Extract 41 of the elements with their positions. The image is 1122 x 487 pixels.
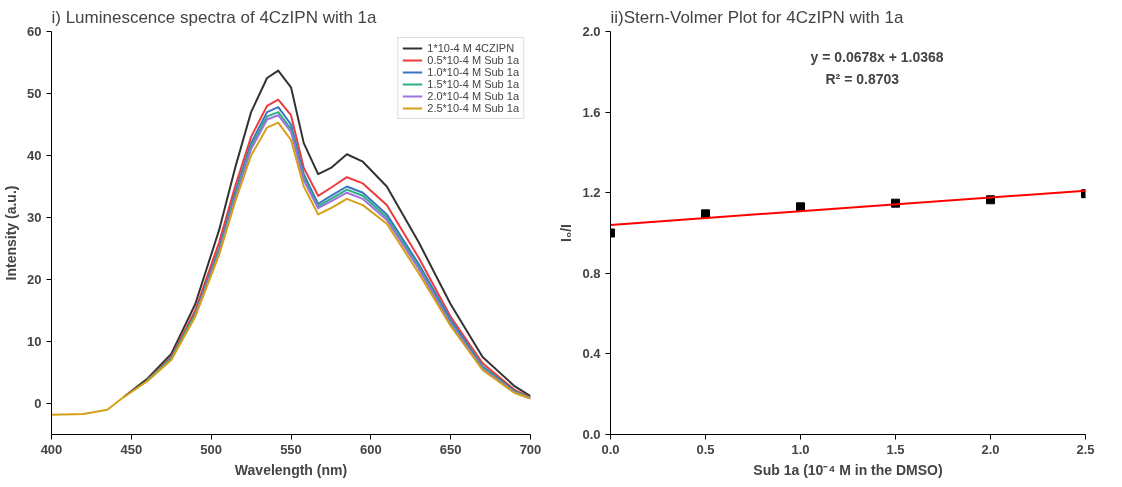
legend-label: 2.0*10-4 M Sub 1a bbox=[427, 90, 519, 102]
y-tick-label: 20 bbox=[27, 272, 42, 287]
legend-label: 1.5*10-4 M Sub 1a bbox=[427, 78, 519, 90]
annotation: y = 0.0678x + 1.0368 bbox=[810, 48, 944, 65]
x-tick-label: 0.5 bbox=[696, 441, 715, 457]
x-axis-title: Wavelength (nm) bbox=[234, 461, 348, 478]
chart-title: ii)Stern-Volmer Plot for 4CzIPN with 1a bbox=[610, 7, 904, 27]
y-tick-label: 2.0 bbox=[582, 24, 601, 39]
annotation: R² = 0.8703 bbox=[825, 70, 900, 87]
y-tick-label: 1.2 bbox=[582, 185, 601, 201]
legend-label: 1*10-4 M 4CZIPN bbox=[427, 42, 515, 54]
x-tick-label: 650 bbox=[439, 441, 462, 457]
y-tick-label: 0.4 bbox=[582, 346, 602, 362]
chart-title: i) Luminescence spectra of 4CzIPN with 1a bbox=[51, 7, 378, 27]
legend-label: 0.5*10-4 M Sub 1a bbox=[427, 54, 519, 66]
x-tick-label: 2.0 bbox=[981, 441, 1000, 457]
x-tick-label: 2.5 bbox=[1076, 441, 1095, 457]
line-series bbox=[51, 121, 531, 416]
y-tick-label: 10 bbox=[27, 334, 42, 349]
y-tick-label: 40 bbox=[27, 148, 42, 163]
legend-label: 1.0*10-4 M Sub 1a bbox=[427, 66, 519, 78]
x-tick-label: 500 bbox=[200, 441, 223, 457]
y-tick-label: 60 bbox=[27, 24, 42, 39]
x-tick-label: 450 bbox=[120, 441, 143, 457]
y-axis-title: Intensity (a.u.) bbox=[3, 185, 20, 281]
x-tick-label: 1.5 bbox=[886, 441, 905, 457]
y-axis-title: I₀/I bbox=[558, 224, 575, 242]
x-tick-label: 700 bbox=[519, 441, 542, 457]
legend-label: 2.5*10-4 M Sub 1a bbox=[427, 102, 519, 114]
y-tick-label: 0 bbox=[34, 396, 42, 411]
y-tick-label: 0.8 bbox=[582, 265, 601, 281]
x-tick-label: 600 bbox=[359, 441, 382, 457]
x-tick-label: 1.0 bbox=[791, 441, 810, 457]
x-tick-label: 400 bbox=[40, 441, 63, 457]
y-tick-label: 1.6 bbox=[582, 104, 601, 120]
x-tick-label: 550 bbox=[280, 441, 302, 457]
y-tick-label: 0.0 bbox=[582, 427, 601, 442]
y-tick-label: 50 bbox=[27, 86, 42, 101]
x-axis-title: Sub 1a (10⁻⁴ M in the DMSO) bbox=[753, 461, 943, 478]
x-tick-label: 0.0 bbox=[601, 441, 620, 457]
y-tick-label: 30 bbox=[27, 210, 42, 225]
